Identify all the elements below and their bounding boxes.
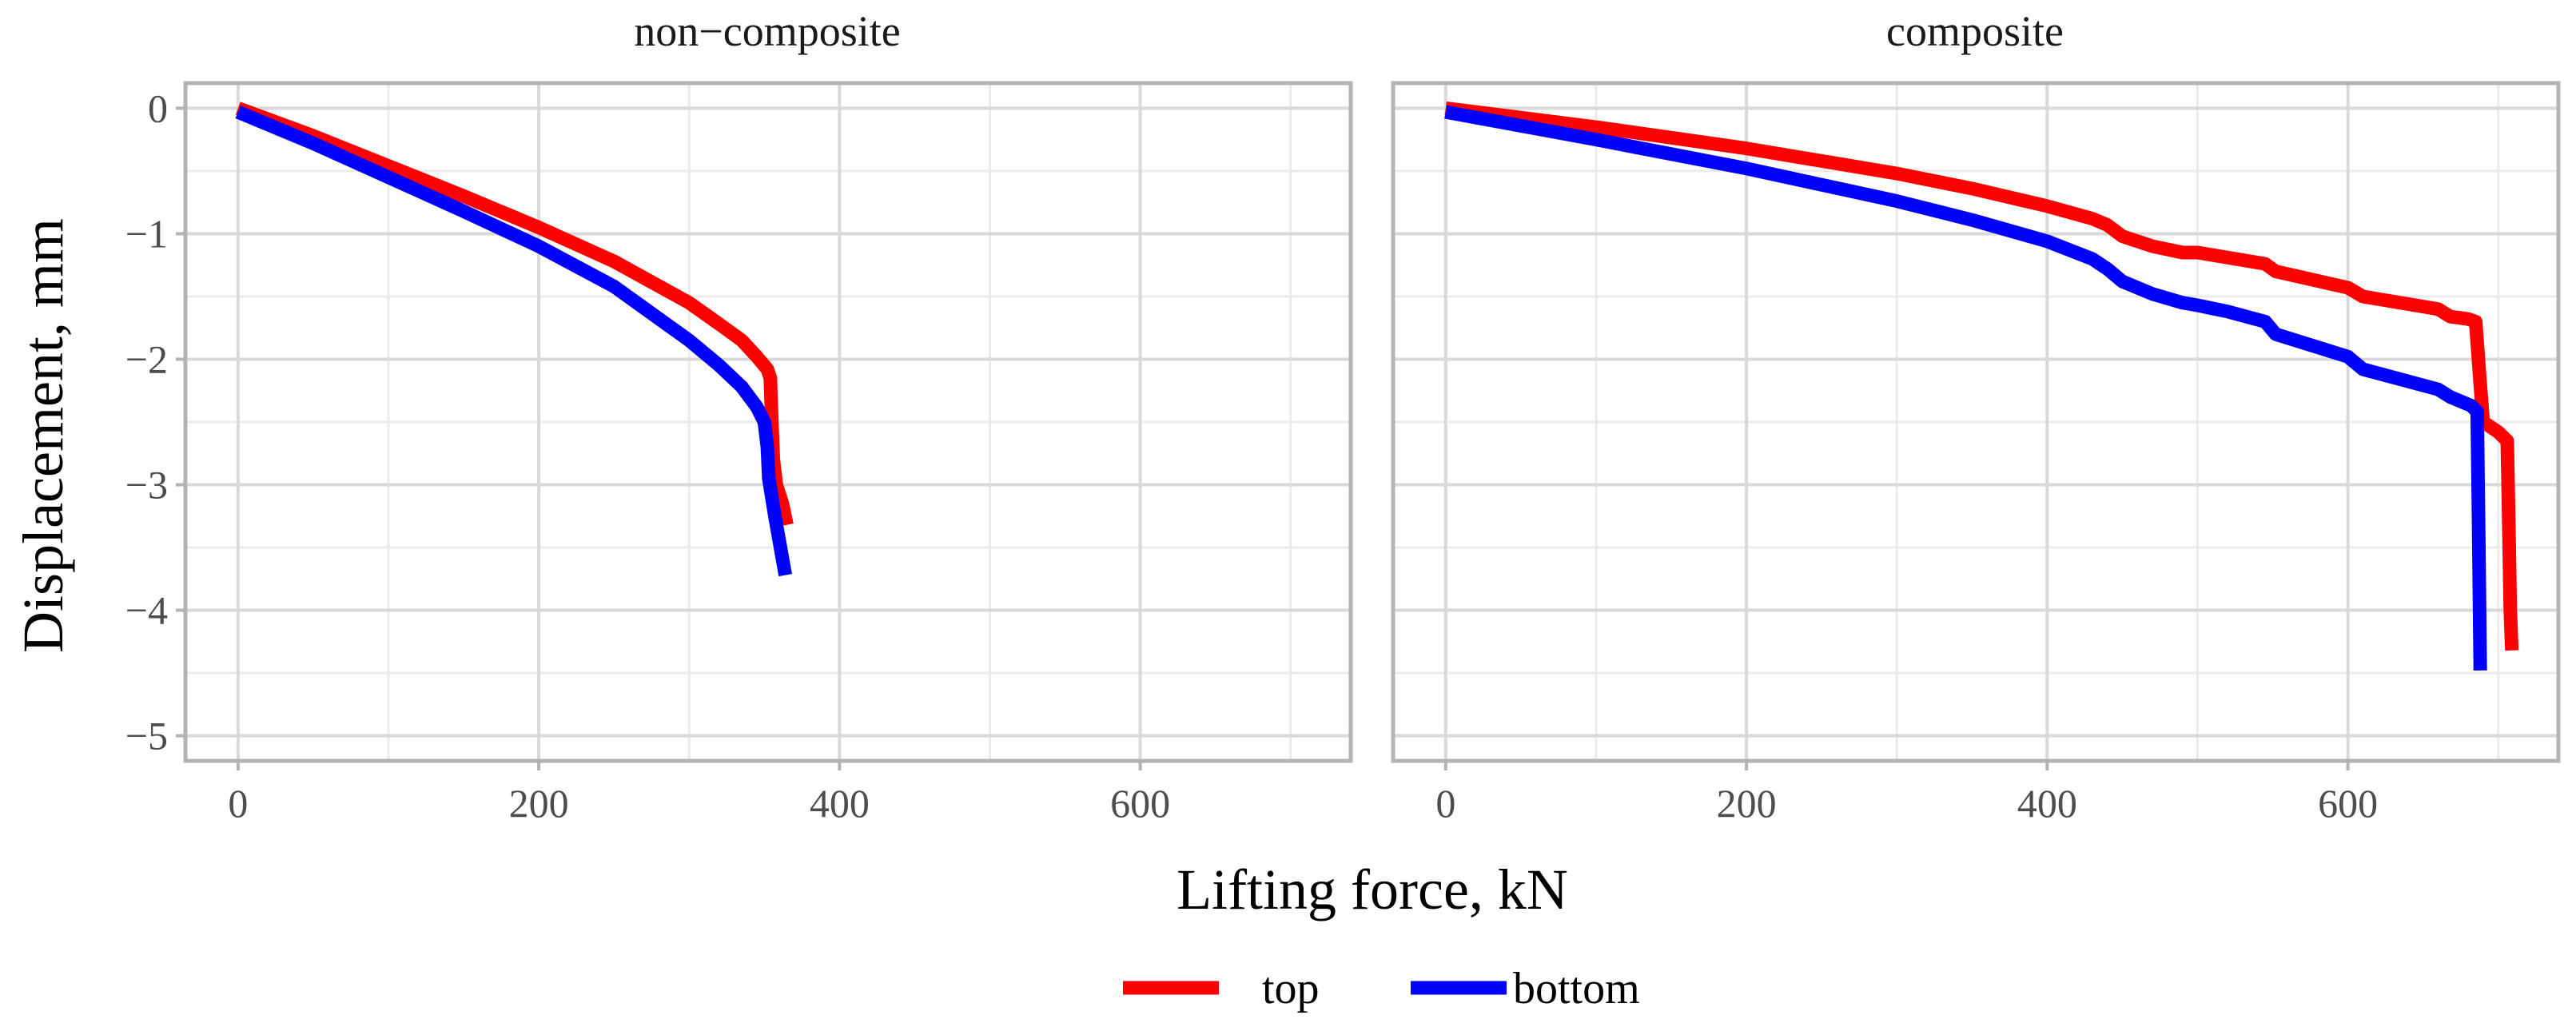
x-tick-label: 400 [2017, 781, 2077, 826]
panel-non-composite: 0 200 400 600 0 −1 −2 −3 −4 −5 [125, 81, 1353, 826]
panel-composite: 0 200 400 600 [1391, 81, 2561, 826]
x-axis-title: Lifting force, kN [1177, 858, 1568, 922]
legend: top bottom [1123, 964, 1640, 1013]
y-tick-label: 0 [148, 86, 168, 130]
series-line-bottom [235, 105, 792, 577]
series-line-bottom [1444, 105, 2487, 671]
x-tick-label: 600 [2318, 781, 2378, 826]
y-tick-label: −4 [125, 588, 168, 633]
y-tick-label: −2 [125, 336, 168, 381]
panel-title-non-composite: non−composite [634, 7, 900, 55]
x-tick-label: 200 [1717, 781, 1777, 826]
x-tick-label: 0 [1435, 781, 1455, 826]
y-tick-label: −3 [125, 463, 168, 508]
x-tick-label: 0 [228, 781, 248, 826]
panel-border [183, 81, 1353, 763]
y-tick-label: −5 [125, 714, 168, 758]
x-tick-label: 400 [810, 781, 870, 826]
x-tick-label: 600 [1110, 781, 1170, 826]
y-axis-title: Displacement, mm [11, 218, 75, 653]
legend-label-bottom: bottom [1513, 964, 1640, 1013]
series-line-top [1444, 101, 2519, 651]
y-tick-label: −1 [125, 211, 168, 256]
panel-title-composite: composite [1886, 7, 2064, 55]
panel-border [1391, 81, 2561, 763]
legend-label-top: top [1262, 964, 1320, 1013]
x-tick-label: 200 [509, 781, 569, 826]
